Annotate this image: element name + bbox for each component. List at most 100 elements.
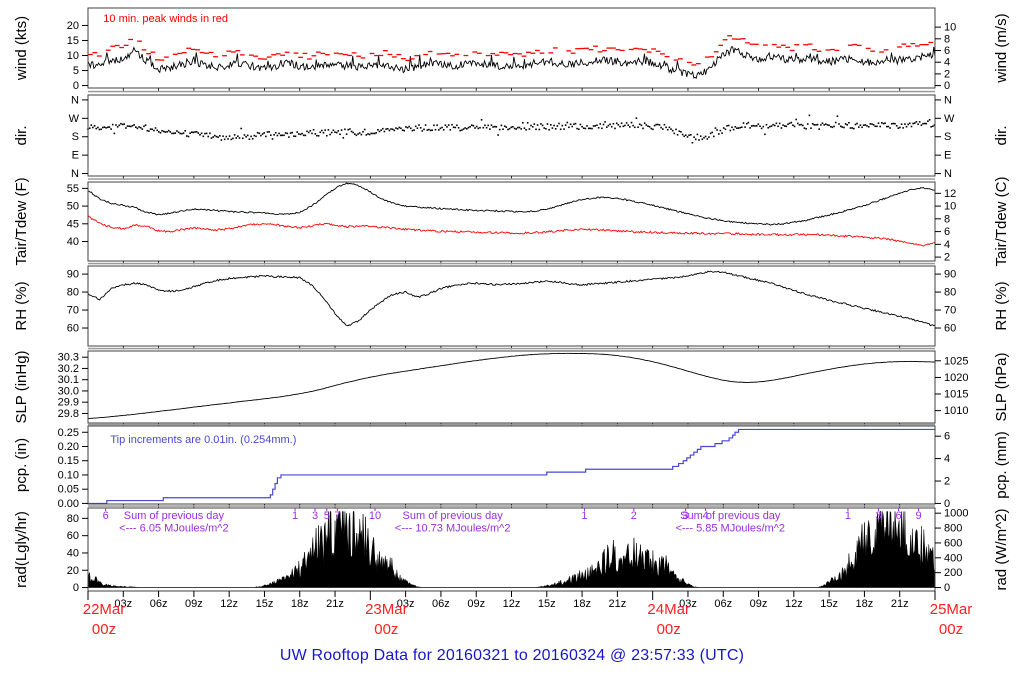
x-axis-hour-label: 15z bbox=[820, 598, 838, 610]
x-axis-day-label: 23Mar bbox=[365, 601, 408, 618]
rad-sum-annotation-line1: Sum of previous day bbox=[124, 510, 225, 522]
pcp-annotation: Tip increments are 0.01in. (0.254mm.) bbox=[110, 434, 296, 446]
rh-right-tick-label: 90 bbox=[944, 269, 956, 281]
wind-right-tick-label: 6 bbox=[944, 45, 950, 57]
temp-right-tick-label: 4 bbox=[944, 239, 950, 251]
dir-left-axis-title: dir. bbox=[13, 125, 30, 145]
dir-left-tick-label: N bbox=[71, 168, 79, 180]
slp-right-axis-title: SLP (hPa) bbox=[993, 353, 1010, 422]
rh-left-tick-label: 60 bbox=[67, 323, 79, 335]
x-axis-hour-label: 09z bbox=[467, 598, 485, 610]
rad-peak-mark-label: 6 bbox=[103, 510, 109, 522]
wind-left-tick-label: 5 bbox=[73, 65, 79, 77]
x-axis-hour-label: 15z bbox=[256, 598, 274, 610]
rad-sum-annotation-line2: <--- 6.05 MJoules/m^2 bbox=[119, 523, 228, 535]
wind-left-axis-title: wind (kts) bbox=[13, 16, 30, 81]
rad-right-tick-label: 0 bbox=[944, 582, 950, 594]
temp-right-tick-label: 8 bbox=[944, 213, 950, 225]
wind-right-tick-label: 2 bbox=[944, 68, 950, 80]
dir-right-tick-label: N bbox=[944, 168, 952, 180]
rad-left-tick-label: 0 bbox=[73, 582, 79, 594]
x-axis-hour-label: 12z bbox=[220, 598, 238, 610]
panel-pcp: 0.00 0.05 0.10 0.15 0.20 0.25 0 2 4 6 pcp. (in) pcp… bbox=[13, 425, 1010, 510]
wind-left-tick-label: 10 bbox=[67, 50, 79, 62]
rh-right-tick-label: 80 bbox=[944, 287, 956, 299]
rh-left-tick-label: 70 bbox=[67, 305, 79, 317]
rad-left-tick-label: 80 bbox=[67, 513, 79, 525]
sea-level-pressure-inhg-trace bbox=[87, 352, 936, 420]
x-axis-hour-label: 03z bbox=[679, 598, 697, 610]
slp-left-tick-label: 29.9 bbox=[58, 397, 79, 409]
rad-peak-mark-label: 10 bbox=[369, 510, 381, 522]
pcp-left-tick-label: 0.00 bbox=[58, 498, 79, 510]
x-axis-day-label: 22Mar bbox=[83, 601, 126, 618]
rad-right-tick-label: 400 bbox=[944, 552, 962, 564]
rad-left-tick-label: 20 bbox=[67, 565, 79, 577]
pcp-left-tick-label: 0.10 bbox=[58, 469, 79, 481]
wind-right-tick-label: 0 bbox=[944, 80, 950, 92]
rad-sum-annotation-line1: Sum of previous day bbox=[680, 510, 781, 522]
panel-separator bbox=[88, 178, 935, 180]
pcp-left-tick-label: 0.20 bbox=[58, 441, 79, 453]
dir-right-tick-label: W bbox=[944, 113, 955, 125]
wind-left-tick-label: 0 bbox=[73, 80, 79, 92]
rh-right-tick-label: 70 bbox=[944, 305, 956, 317]
rh-left-tick-label: 80 bbox=[67, 287, 79, 299]
dir-left-tick-label: S bbox=[72, 131, 79, 143]
pcp-right-tick-label: 6 bbox=[944, 431, 950, 443]
tair-f-trace bbox=[87, 182, 936, 226]
x-axis-day-time-label: 00z bbox=[92, 621, 116, 638]
rh-left-axis-title: RH (%) bbox=[13, 281, 30, 330]
x-axis-day-time-label: 00z bbox=[374, 621, 398, 638]
temp-left-tick-label: 55 bbox=[67, 183, 79, 195]
panel-separator bbox=[88, 347, 935, 350]
x-axis-hour-label: 21z bbox=[326, 598, 344, 610]
panel-rh-border bbox=[87, 265, 936, 347]
rad-sum-annotation-line2: <--- 5.85 MJoules/m^2 bbox=[676, 523, 785, 535]
rad-sum-annotation-line2: <--- 10.73 MJoules/m^2 bbox=[395, 523, 511, 535]
rad-peak-mark-label: 9 bbox=[915, 510, 921, 522]
slp-right-tick-label: 1025 bbox=[944, 355, 968, 367]
x-axis-hour-label: 15z bbox=[538, 598, 556, 610]
temp-left-axis-title: Tair/Tdew (F) bbox=[13, 177, 30, 265]
slp-left-tick-label: 29.8 bbox=[58, 408, 79, 420]
x-axis-hour-label: 12z bbox=[785, 598, 803, 610]
x-axis-hour-label: 09z bbox=[185, 598, 203, 610]
panel-temp-border bbox=[87, 181, 936, 262]
rad-right-tick-label: 800 bbox=[944, 523, 962, 535]
x-axis-day-time-label: 00z bbox=[657, 621, 681, 638]
dir-right-tick-label: S bbox=[944, 131, 951, 143]
wind-average-kts-trace bbox=[87, 46, 936, 80]
wind-right-tick-label: 4 bbox=[944, 57, 950, 69]
pcp-right-tick-label: 2 bbox=[944, 476, 950, 488]
rad-peak-mark-label: 4 bbox=[703, 510, 709, 522]
dir-left-tick-label: E bbox=[72, 150, 79, 162]
temp-right-tick-label: 10 bbox=[944, 201, 956, 213]
slp-right-tick-label: 1020 bbox=[944, 372, 968, 384]
rh-left-tick-label: 90 bbox=[67, 269, 79, 281]
rad-right-tick-label: 200 bbox=[944, 567, 962, 579]
wind-left-tick-label: 20 bbox=[67, 20, 79, 32]
temp-right-axis-title: Tair/Tdew (C) bbox=[993, 176, 1010, 266]
figure-title: UW Rooftop Data for 20160321 to 20160324… bbox=[279, 647, 745, 664]
slp-left-axis-title: SLP (inHg) bbox=[13, 350, 30, 423]
slp-right-tick-label: 1010 bbox=[944, 405, 968, 417]
dir-left-tick-label: N bbox=[71, 94, 79, 106]
panel-separator bbox=[88, 505, 935, 507]
rad-peak-mark-label: 5 bbox=[324, 510, 330, 522]
pcp-left-tick-label: 0.05 bbox=[58, 484, 79, 496]
pcp-right-tick-label: 0 bbox=[944, 498, 950, 510]
x-axis-hour-label: 21z bbox=[891, 598, 909, 610]
temp-left-tick-label: 50 bbox=[67, 201, 79, 213]
pcp-right-axis-title: pcp. (mm) bbox=[993, 431, 1010, 499]
temp-left-tick-label: 45 bbox=[67, 218, 79, 230]
panel-slp: 29.829.930.030.130.230.3 1010 1015 1020 1025… bbox=[13, 350, 1010, 427]
x-axis-hour-label: 06z bbox=[150, 598, 168, 610]
x-axis-hour-label: 18z bbox=[856, 598, 874, 610]
rad-peak-mark-label: 3 bbox=[312, 510, 318, 522]
rad-right-axis-title: rad (W/m^2) bbox=[993, 508, 1010, 590]
temp-right-tick-label: 12 bbox=[944, 188, 956, 200]
x-axis-hour-label: 06z bbox=[714, 598, 732, 610]
